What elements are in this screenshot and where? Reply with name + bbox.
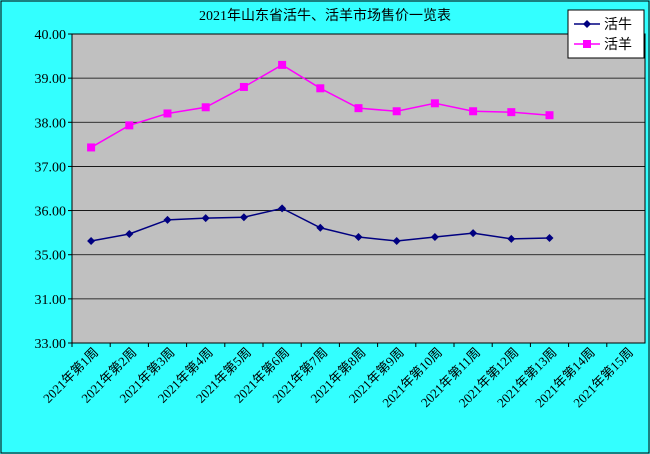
y-tick-label: 40.00	[35, 28, 67, 43]
marker	[545, 233, 554, 242]
marker	[316, 223, 325, 232]
marker	[545, 111, 554, 120]
marker	[278, 60, 287, 69]
marker	[430, 99, 439, 108]
legend-label: 活羊	[604, 37, 632, 53]
legend-label: 活牛	[604, 17, 632, 33]
legend-marker	[583, 20, 591, 28]
marker	[201, 103, 210, 112]
marker	[239, 82, 248, 91]
y-tick-label: 35.00	[35, 249, 67, 264]
y-tick-label: 36.00	[35, 205, 67, 220]
marker	[392, 107, 401, 116]
y-tick-label: 31.00	[35, 293, 67, 308]
y-tick-label: 38.00	[35, 116, 67, 131]
marker	[163, 215, 172, 224]
marker	[354, 233, 363, 242]
marker	[507, 108, 516, 117]
marker	[125, 121, 134, 130]
marker	[163, 109, 172, 118]
marker	[87, 237, 96, 246]
legend-box	[567, 9, 645, 59]
marker	[354, 104, 363, 113]
marker	[430, 233, 439, 242]
marker	[469, 107, 478, 116]
y-tick-label: 37.00	[35, 160, 67, 175]
marker	[469, 229, 478, 238]
marker	[278, 204, 287, 213]
chart-title: 2021年山东省活牛、活羊市场售价一览表	[199, 7, 451, 24]
y-tick-label: 39.00	[35, 72, 67, 87]
marker	[201, 214, 210, 223]
legend-marker	[583, 40, 591, 48]
marker	[392, 237, 401, 246]
y-tick-label: 33.00	[35, 337, 67, 352]
marker	[507, 234, 516, 243]
marker	[239, 213, 248, 222]
plot-area	[71, 33, 646, 344]
marker	[87, 143, 96, 152]
marker	[316, 84, 325, 93]
marker	[125, 229, 134, 238]
